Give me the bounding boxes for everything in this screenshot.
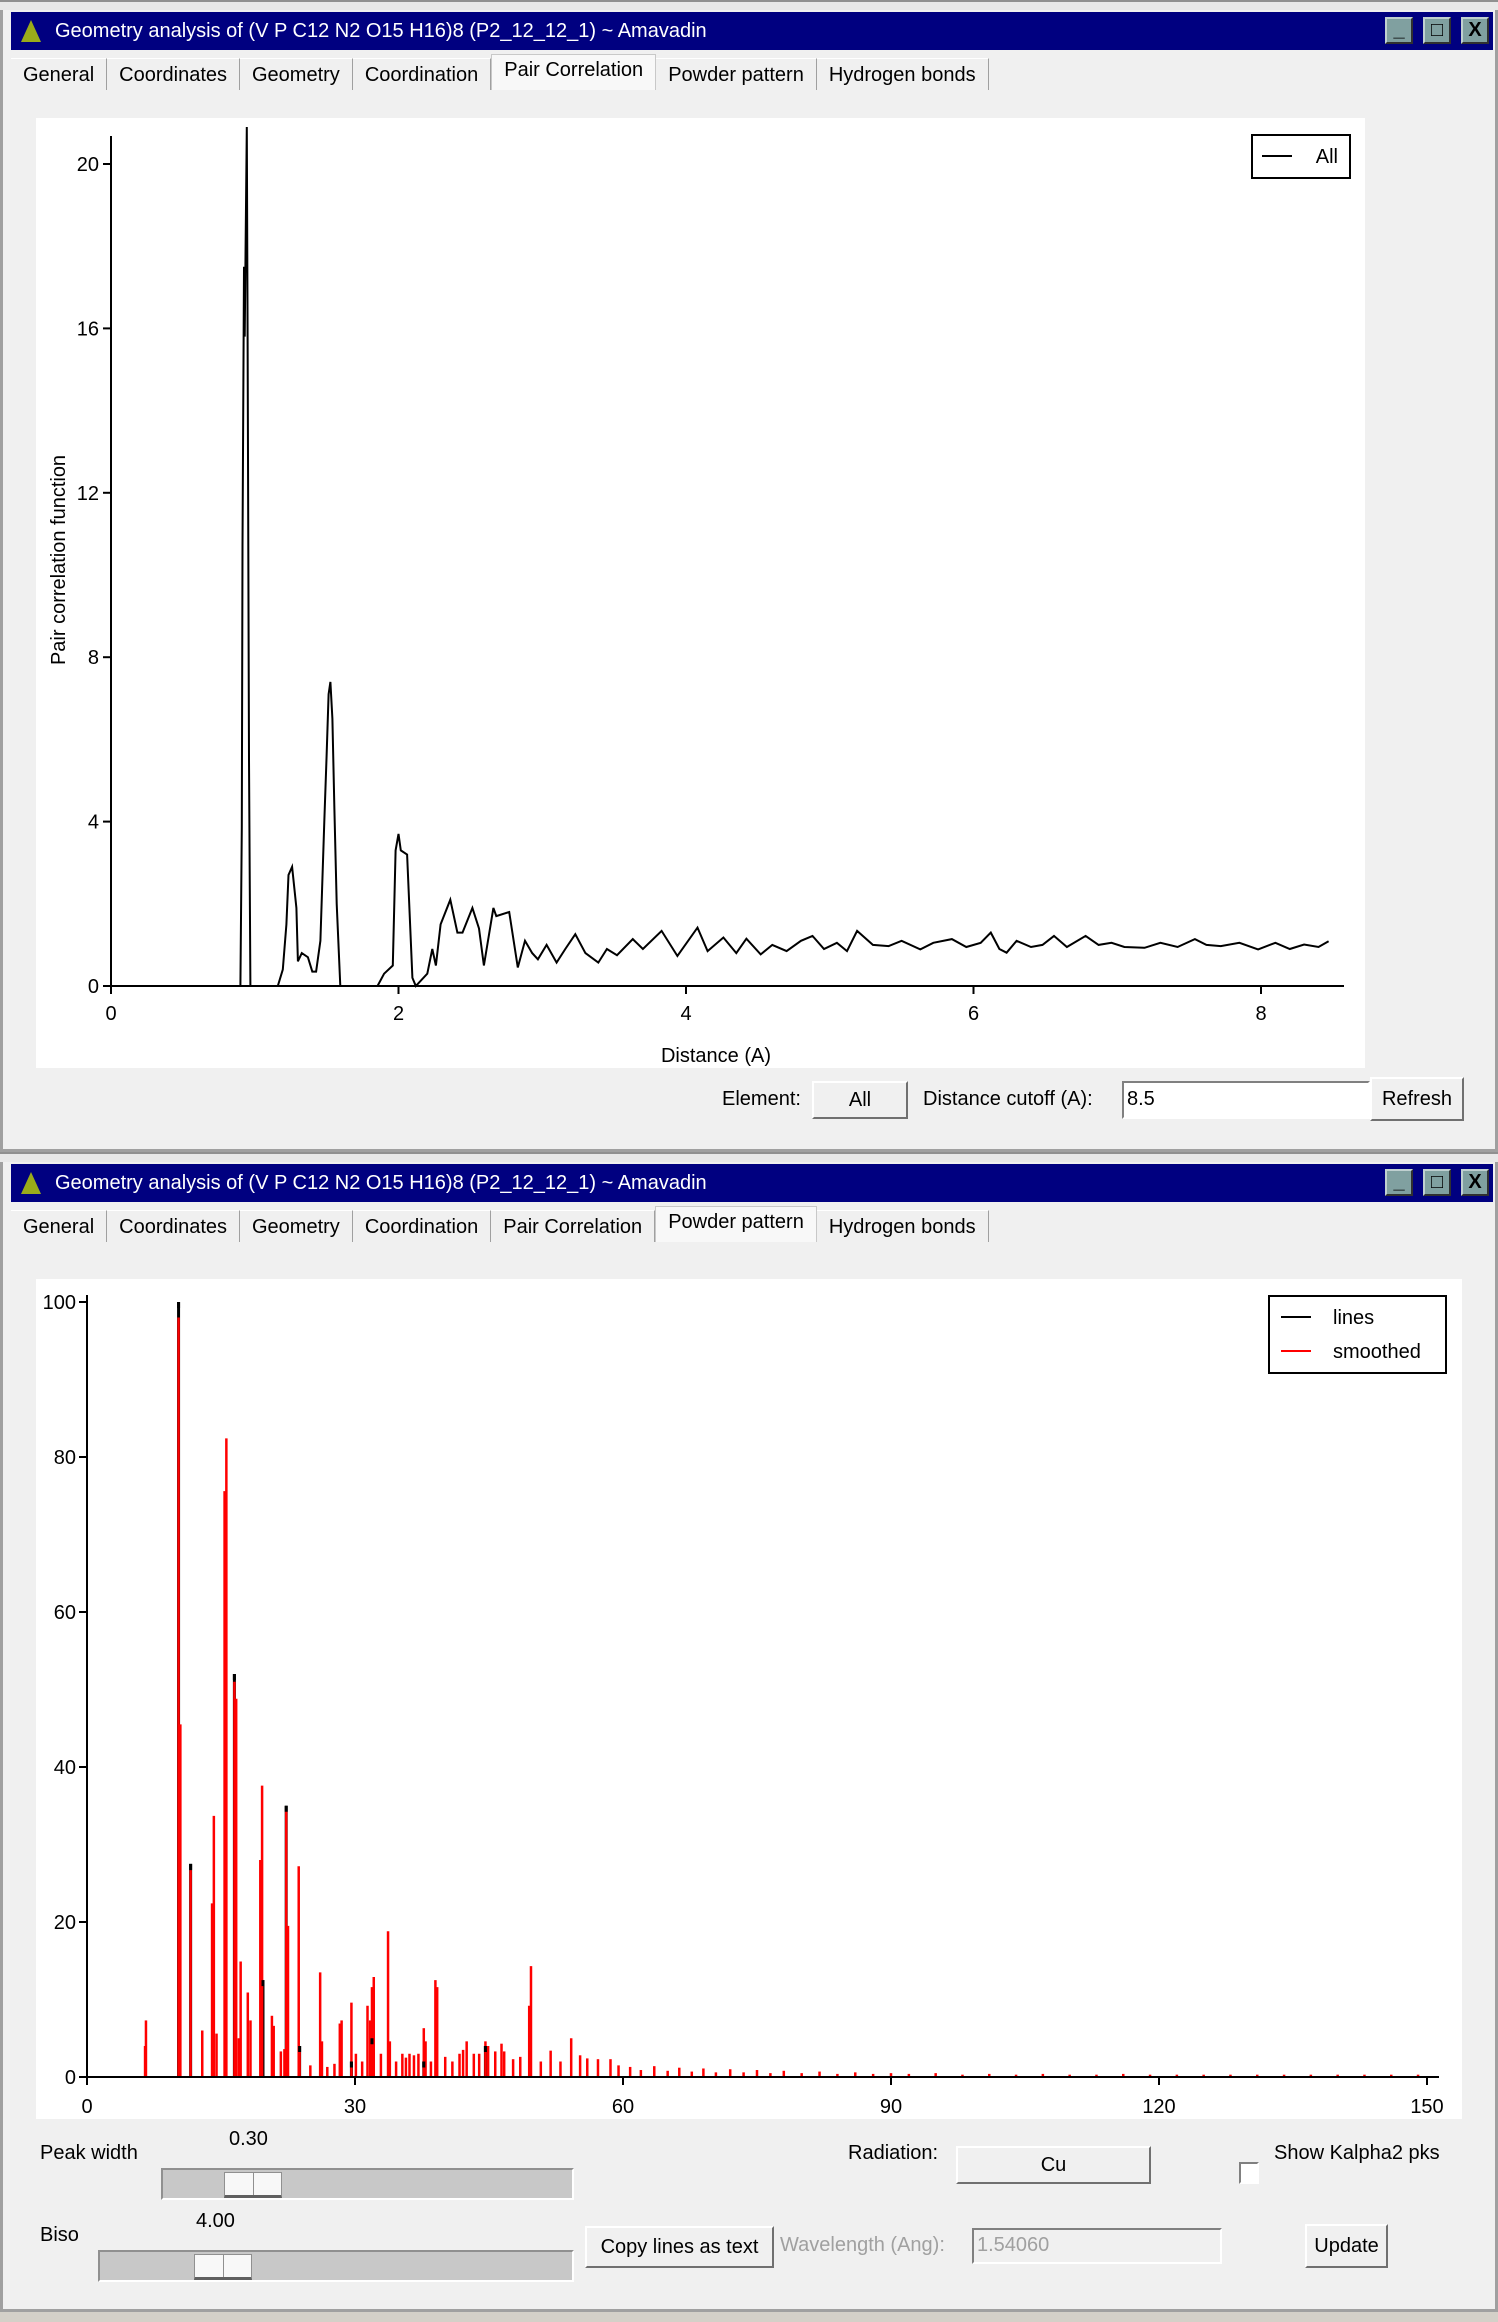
x-tick-label: 30 bbox=[344, 2096, 366, 2118]
tab-pair-correlation[interactable]: Pair Correlation bbox=[491, 54, 657, 90]
title-bar[interactable]: Geometry analysis of (V P C12 N2 O15 H16… bbox=[11, 12, 1493, 50]
element-label: Element: bbox=[722, 1088, 801, 1110]
minimize-button[interactable]: _ bbox=[1385, 1169, 1413, 1196]
x-tick-label: 0 bbox=[105, 1003, 116, 1025]
x-tick-label: 150 bbox=[1410, 2096, 1443, 2118]
y-tick-label: 12 bbox=[77, 483, 99, 505]
update-button[interactable]: Update bbox=[1305, 2224, 1388, 2268]
tab-coordination[interactable]: Coordination bbox=[352, 1210, 492, 1242]
x-tick-label: 8 bbox=[1255, 1003, 1266, 1025]
radiation-label: Radiation: bbox=[848, 2142, 939, 2164]
tab-coordination[interactable]: Coordination bbox=[352, 58, 492, 90]
y-tick-label: 0 bbox=[88, 976, 99, 998]
tab-pair-correlation[interactable]: Pair Correlation bbox=[491, 1210, 656, 1242]
wavelength-input[interactable]: 1.54060 bbox=[972, 2228, 1222, 2264]
element-select-button[interactable]: All bbox=[812, 1081, 908, 1119]
legend-label-all: All bbox=[1316, 146, 1338, 168]
tab-geometry[interactable]: Geometry bbox=[240, 1210, 353, 1242]
biso-value: 4.00 bbox=[196, 2210, 235, 2232]
tab-hydrogen-bonds[interactable]: Hydrogen bonds bbox=[816, 1210, 989, 1242]
show-kalpha2-checkbox[interactable] bbox=[1239, 2162, 1259, 2184]
tab-powder-pattern[interactable]: Powder pattern bbox=[656, 58, 817, 90]
y-tick-label: 0 bbox=[65, 2067, 76, 2089]
x-tick-label: 0 bbox=[81, 2096, 92, 2118]
refresh-button[interactable]: Refresh bbox=[1370, 1077, 1464, 1121]
x-tick-label: 2 bbox=[393, 1003, 404, 1025]
pair-correlation-chart: 0 2 4 6 8 0 4 8 12 16 20 Distance (A) Pair correla… bbox=[48, 126, 1351, 1067]
close-button[interactable]: X bbox=[1461, 17, 1489, 44]
x-tick-label: 4 bbox=[680, 1003, 691, 1025]
y-tick-label: 60 bbox=[54, 1602, 76, 1624]
window-title: Geometry analysis of (V P C12 N2 O15 H16… bbox=[55, 1172, 707, 1194]
series-line-all bbox=[239, 126, 1330, 988]
title-bar[interactable]: Geometry analysis of (V P C12 N2 O15 H16… bbox=[11, 1164, 1493, 1202]
legend-box bbox=[1268, 1295, 1447, 1374]
tab-bar: General Coordinates Geometry Coordinatio… bbox=[11, 1206, 989, 1242]
tab-powder-pattern[interactable]: Powder pattern bbox=[655, 1206, 817, 1242]
radiation-select-button[interactable]: Cu bbox=[956, 2146, 1151, 2184]
x-tick-label: 120 bbox=[1142, 2096, 1175, 2118]
distance-cutoff-input[interactable]: 8.5 bbox=[1122, 1081, 1370, 1119]
legend-label-lines: lines bbox=[1333, 1307, 1374, 1329]
powder-pattern-window: Geometry analysis of (V P C12 N2 O15 H16… bbox=[0, 1162, 1498, 2312]
wavelength-label: Wavelength (Ang): bbox=[780, 2234, 945, 2256]
powder-pattern-plot: 0 30 60 90 120 150 0 20 40 60 80 100 lines smoothed bbox=[36, 1279, 1462, 2119]
maximize-button[interactable]: □ bbox=[1423, 17, 1451, 44]
window-title: Geometry analysis of (V P C12 N2 O15 H16… bbox=[55, 20, 707, 42]
peak-width-value: 0.30 bbox=[229, 2128, 268, 2150]
tab-hydrogen-bonds[interactable]: Hydrogen bonds bbox=[816, 58, 989, 90]
x-axis-label: Distance (A) bbox=[661, 1045, 771, 1067]
y-tick-label: 20 bbox=[77, 154, 99, 176]
biso-label: Biso bbox=[40, 2224, 79, 2246]
y-tick-label: 80 bbox=[54, 1447, 76, 1469]
y-axis-label: Pair correlation function bbox=[48, 455, 70, 665]
x-tick-label: 60 bbox=[612, 2096, 634, 2118]
pair-correlation-plot: 0 2 4 6 8 0 4 8 12 16 20 Distance (A) Pair correla… bbox=[36, 118, 1365, 1068]
y-tick-label: 20 bbox=[54, 1912, 76, 1934]
close-button[interactable]: X bbox=[1461, 1169, 1489, 1196]
tab-general[interactable]: General bbox=[11, 1210, 108, 1242]
maximize-button[interactable]: □ bbox=[1423, 1169, 1451, 1196]
biso-slider-thumb[interactable] bbox=[194, 2254, 253, 2280]
biso-slider[interactable] bbox=[98, 2250, 574, 2282]
peak-width-slider[interactable] bbox=[161, 2168, 574, 2200]
pair-correlation-window: Geometry analysis of (V P C12 N2 O15 H16… bbox=[0, 10, 1498, 1152]
app-icon bbox=[21, 20, 41, 42]
y-tick-label: 8 bbox=[88, 647, 99, 669]
legend: lines smoothed bbox=[1268, 1295, 1447, 1374]
legend-label-smoothed: smoothed bbox=[1333, 1341, 1421, 1363]
y-tick-label: 100 bbox=[43, 1292, 76, 1314]
distance-cutoff-label: Distance cutoff (A): bbox=[923, 1088, 1093, 1110]
tab-bar: General Coordinates Geometry Coordinatio… bbox=[11, 54, 989, 90]
y-tick-label: 16 bbox=[77, 318, 99, 340]
tab-geometry[interactable]: Geometry bbox=[240, 58, 353, 90]
show-kalpha2-label: Show Kalpha2 pks bbox=[1274, 2142, 1440, 2164]
y-tick-label: 4 bbox=[88, 812, 99, 834]
tab-general[interactable]: General bbox=[11, 58, 108, 90]
tab-coordinates[interactable]: Coordinates bbox=[107, 58, 240, 90]
app-icon bbox=[21, 1172, 41, 1194]
x-tick-label: 6 bbox=[968, 1003, 979, 1025]
legend: All bbox=[1251, 134, 1351, 179]
y-tick-label: 40 bbox=[54, 1757, 76, 1779]
tab-coordinates[interactable]: Coordinates bbox=[107, 1210, 240, 1242]
copy-lines-button[interactable]: Copy lines as text bbox=[585, 2226, 774, 2268]
peak-width-label: Peak width bbox=[40, 2142, 138, 2164]
minimize-button[interactable]: _ bbox=[1385, 17, 1413, 44]
powder-pattern-chart: 0 30 60 90 120 150 0 20 40 60 80 100 lines smoothed bbox=[43, 1292, 1447, 2118]
peak-width-slider-thumb[interactable] bbox=[224, 2172, 283, 2198]
x-tick-label: 90 bbox=[880, 2096, 902, 2118]
